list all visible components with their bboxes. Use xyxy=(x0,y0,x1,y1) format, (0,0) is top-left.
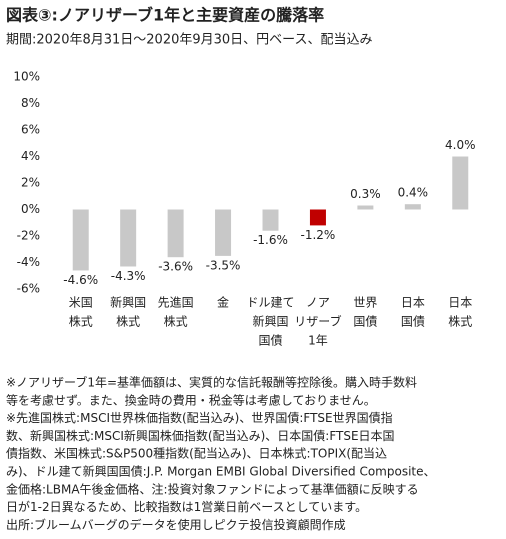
x-tick-label: 株式 xyxy=(448,314,472,329)
value-label: 0.4% xyxy=(398,186,429,200)
x-tick-label: 株式 xyxy=(164,314,188,329)
bar xyxy=(309,209,326,226)
y-tick-label: 10% xyxy=(13,70,40,84)
chart-subtitle: 期間:2020年8月31日～2020年9月30日、円ベース、配当込み xyxy=(6,33,373,48)
x-tick-label: 新興国 xyxy=(252,314,288,329)
note: ※ノアリザーブ1年=基準価額は、実質的な信託報酬等控除後。購入時手数料 xyxy=(6,375,417,390)
x-tick-label: ドル建て xyxy=(246,296,294,310)
x-tick-label: 米国 xyxy=(69,296,93,310)
y-tick-label: 8% xyxy=(21,96,40,110)
y-tick-label: 2% xyxy=(21,176,40,190)
x-tick-label: 株式 xyxy=(69,314,93,329)
y-tick-label: -4% xyxy=(17,255,40,269)
x-tick-label: 日本 xyxy=(448,296,472,310)
x-tick-label: 国債 xyxy=(258,333,282,348)
note: 金価格:LBMA午後金価格、注:投資対象ファンドによって基準価額に反映する xyxy=(6,481,419,496)
bar xyxy=(72,209,89,271)
y-tick-label: 0% xyxy=(21,202,40,216)
y-tick-label: -2% xyxy=(17,229,40,243)
x-tick-label: リザーブ xyxy=(294,314,341,329)
value-label: -4.3% xyxy=(111,269,146,283)
bar xyxy=(167,209,184,258)
note: 日が1-2日異なるため、比較指数は1営業日前ベースとしています。 xyxy=(6,499,367,514)
x-tick-label: 先進国 xyxy=(158,296,194,310)
x-tick-label: 世界 xyxy=(353,296,377,310)
note: 債指数、米国株式:S&P500種指数(配当込み)、日本株式:TOPIX(配当込 xyxy=(6,446,387,461)
y-tick-label: 4% xyxy=(21,149,40,163)
value-label: 4.0% xyxy=(445,138,476,152)
x-tick-label: 金 xyxy=(217,295,229,310)
value-label: -3.6% xyxy=(158,260,193,274)
x-tick-label: 国債 xyxy=(353,314,377,329)
x-tick-label: 株式 xyxy=(116,314,140,329)
note: ※先進国株式:MSCI世界株価指数(配当込み)、世界国債:FTSE世界国債指 xyxy=(6,410,393,425)
bar xyxy=(215,209,232,256)
bar xyxy=(357,205,374,210)
bar xyxy=(262,209,279,231)
value-label: -1.2% xyxy=(301,228,336,242)
x-tick-label: 日本 xyxy=(401,296,425,310)
note: 等を考慮せず。また、換金時の費用・税金等は考慮しておりません。 xyxy=(6,392,376,407)
value-label: -1.6% xyxy=(253,233,288,247)
bar xyxy=(452,156,469,210)
chart-title: 図表③:ノアリザーブ1年と主要資産の騰落率 xyxy=(6,6,324,25)
x-tick-label: 国債 xyxy=(401,314,425,329)
bar xyxy=(120,209,137,267)
note: 出所:ブルームバーグのデータを使用しピクテ投信投資顧問作成 xyxy=(6,517,346,532)
value-label: -4.6% xyxy=(63,273,98,287)
value-label: 0.3% xyxy=(350,187,381,201)
value-label: -3.5% xyxy=(206,258,241,272)
y-tick-label: -6% xyxy=(17,282,40,296)
x-tick-label: ノア xyxy=(306,296,330,310)
note: み)、ドル建て新興国国債:J.P. Morgan EMBI Global Div… xyxy=(6,464,436,479)
y-tick-label: 6% xyxy=(21,123,40,137)
x-tick-label: 1年 xyxy=(308,334,328,348)
note: 数、新興国株式:MSCI新興国株価指数(配当込み)、日本国債:FTSE日本国 xyxy=(6,428,395,443)
x-tick-label: 新興国 xyxy=(110,295,146,310)
bar xyxy=(404,204,421,210)
